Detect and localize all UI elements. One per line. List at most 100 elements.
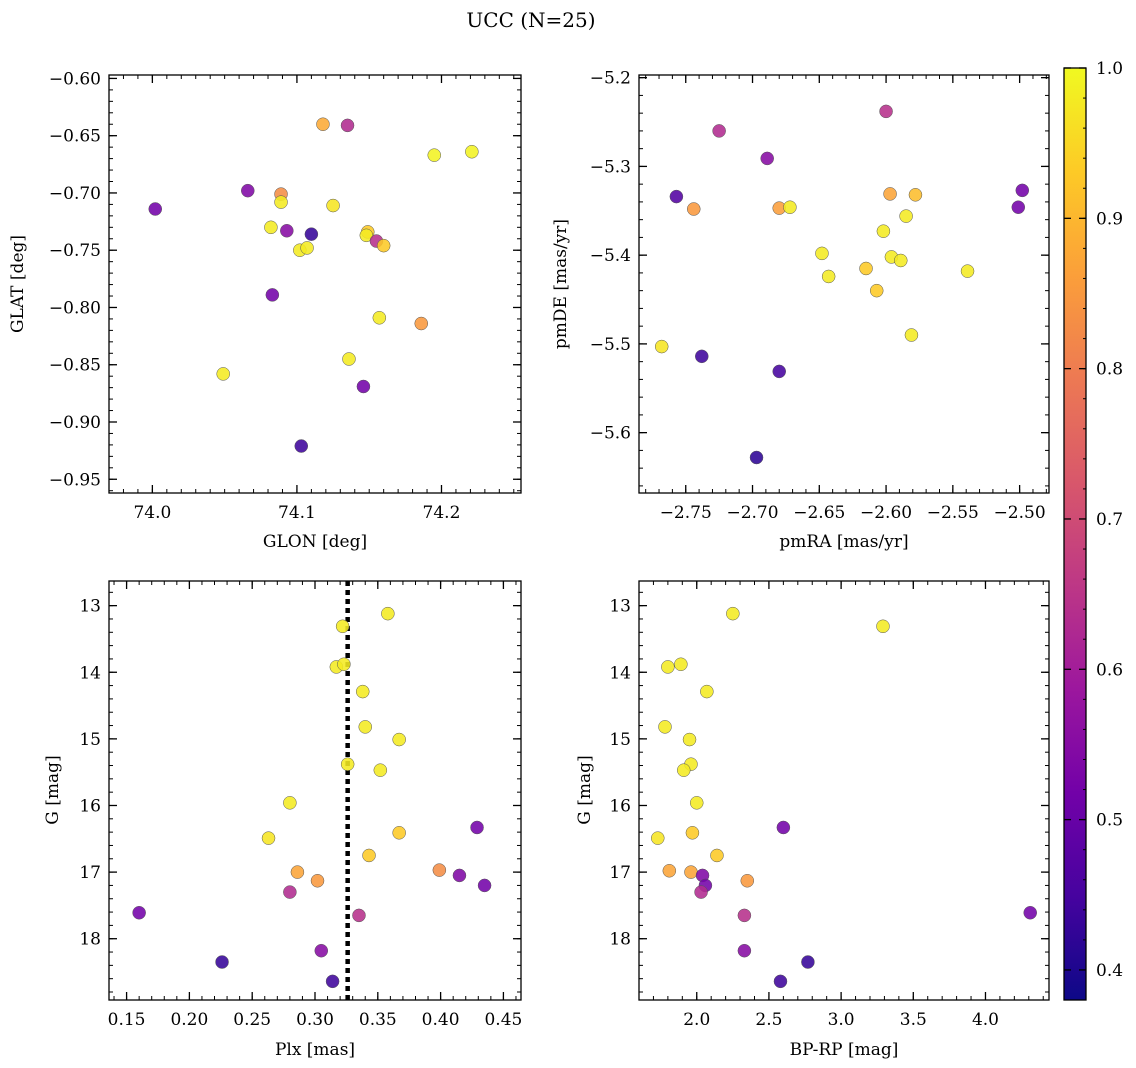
scatter-point	[773, 974, 788, 989]
scatter-point	[876, 619, 890, 634]
axes-frame	[108, 74, 522, 494]
scatter-point	[356, 379, 371, 394]
scatter-point	[477, 878, 492, 893]
scatter-point	[216, 367, 230, 381]
y-axis-label: G [mag]	[43, 755, 63, 824]
scatter-point	[352, 908, 366, 923]
x-tick-label: −2.65	[793, 503, 845, 523]
y-tick-label: −0.90	[49, 413, 101, 433]
axes-frame	[638, 74, 1050, 494]
axes-frame	[108, 580, 522, 1001]
x-tick-label: 0.35	[359, 1010, 397, 1030]
colorbar-tick-label: 1.0	[1096, 59, 1123, 79]
y-axis-label: pmDE [mas/yr]	[551, 219, 571, 349]
scatter-point	[355, 684, 370, 699]
scatter-point	[783, 200, 797, 214]
y-tick-label: −0.85	[49, 356, 101, 376]
scatter-point	[821, 269, 836, 284]
x-tick-label: −2.75	[660, 503, 712, 523]
scatter-point	[310, 874, 325, 888]
y-tick-label: 14	[79, 663, 101, 683]
y-tick-label: 16	[609, 796, 631, 816]
scatter-point	[452, 868, 467, 883]
x-tick-label: 74.1	[278, 503, 316, 523]
scatter-point	[359, 228, 374, 243]
y-tick-label: −5.4	[590, 246, 631, 266]
x-axis-label: GLON [deg]	[263, 532, 367, 552]
scatter-point	[908, 188, 923, 202]
scatter-point	[337, 657, 351, 672]
scatter-point	[740, 874, 755, 888]
scatter-point	[283, 885, 297, 899]
y-tick-label: −0.70	[49, 184, 101, 204]
scatter-point	[373, 763, 388, 777]
y-tick-label: 17	[79, 863, 101, 883]
x-tick-label: −2.50	[994, 503, 1046, 523]
scatter-point	[904, 328, 919, 342]
x-tick-label: 4.0	[972, 1010, 999, 1030]
x-tick-label: 3.0	[828, 1010, 855, 1030]
plot-area	[639, 581, 1049, 1000]
x-tick-label: −2.55	[927, 503, 979, 523]
scatter-point	[689, 796, 704, 810]
y-tick-label: −5.6	[590, 424, 631, 444]
x-tick-label: −2.60	[860, 503, 912, 523]
scatter-point	[737, 943, 752, 958]
scatter-point	[241, 183, 255, 198]
scatter-point	[470, 820, 484, 835]
scatter-point	[694, 885, 708, 899]
scatter-point	[432, 863, 447, 877]
scatter-point	[859, 261, 873, 276]
scatter-point	[376, 238, 391, 253]
x-axis-label: Plx [mas]	[275, 1040, 355, 1060]
y-tick-label: 15	[609, 730, 631, 750]
scatter-point	[314, 943, 329, 958]
scatter-point	[342, 352, 356, 366]
scatter-point	[427, 148, 442, 162]
y-tick-label: −5.3	[590, 157, 631, 177]
x-axis-label: pmRA [mas/yr]	[779, 532, 908, 552]
y-tick-label: −0.60	[49, 69, 101, 89]
x-tick-label: 0.25	[233, 1010, 271, 1030]
colorbar-tick-label: 0.5	[1096, 811, 1123, 831]
y-tick-label: 13	[79, 597, 101, 617]
scatter-point	[304, 227, 319, 241]
x-tick-label: 3.5	[900, 1010, 927, 1030]
scatter-point	[749, 450, 764, 465]
scatter-point	[685, 826, 700, 840]
scatter-point	[700, 684, 714, 699]
scatter-point	[392, 826, 406, 840]
y-tick-label: −0.75	[49, 241, 101, 261]
y-tick-label: −0.65	[49, 127, 101, 147]
y-tick-label: 14	[609, 663, 631, 683]
scatter-point	[658, 720, 672, 734]
scatter-point	[283, 796, 297, 810]
scatter-point	[265, 288, 280, 302]
x-tick-label: 2.5	[755, 1010, 782, 1030]
scatter-point	[651, 831, 665, 845]
colorbar-tick-label: 0.7	[1096, 510, 1123, 530]
scatter-point	[264, 220, 278, 235]
x-tick-label: 0.45	[484, 1010, 522, 1030]
scatter-point	[684, 865, 698, 879]
y-tick-label: 18	[609, 930, 631, 950]
colorbar-tick-label: 0.4	[1096, 961, 1123, 981]
colorbar-tick-label: 0.9	[1096, 209, 1123, 229]
scatter-point	[894, 253, 908, 268]
scatter-point	[290, 865, 305, 879]
panel-pmra-pmde: −2.75 −2.70 −2.65 −2.60 −2.55 −2.50 −5.2 −5.3 −5…	[551, 69, 1050, 552]
x-tick-label: −2.70	[726, 503, 778, 523]
scatter-point	[772, 364, 786, 379]
x-tick-label: 0.30	[296, 1010, 334, 1030]
scatter-point	[776, 820, 791, 835]
scatter-point	[1023, 905, 1037, 920]
scatter-point	[325, 974, 340, 989]
scatter-point	[215, 955, 229, 969]
plot-area	[109, 75, 521, 493]
scatter-point	[695, 349, 709, 364]
scatter-point	[392, 732, 406, 747]
scatter-point	[876, 224, 891, 238]
y-tick-label: 17	[609, 863, 631, 883]
